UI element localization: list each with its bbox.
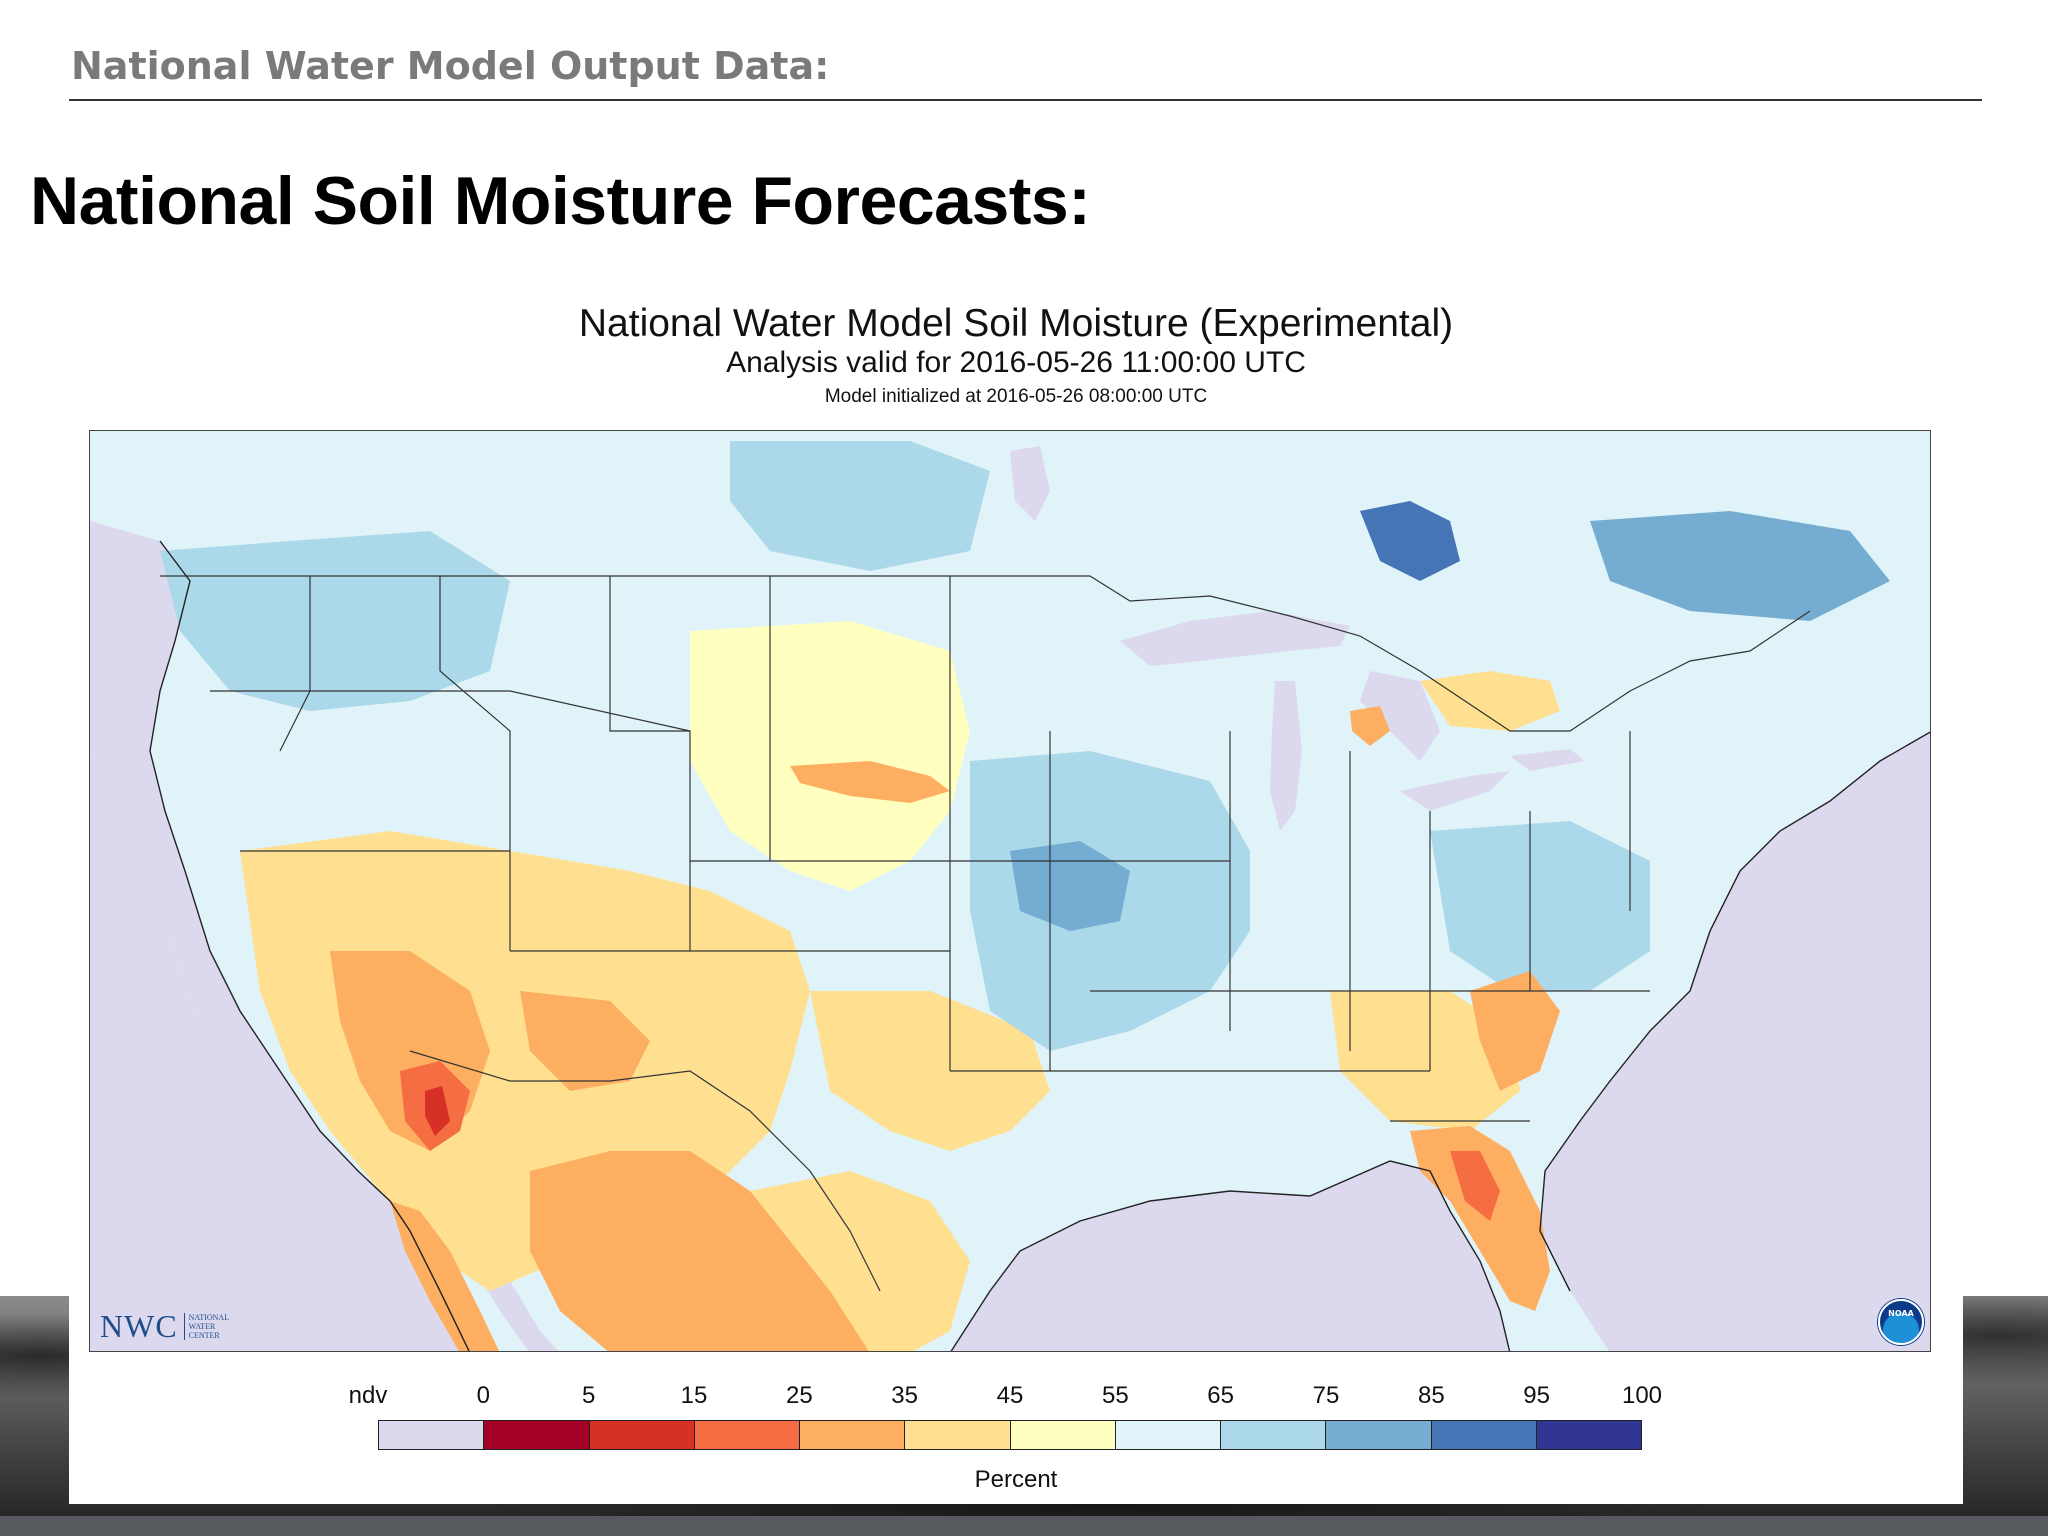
colorbar-tick-label: 95 [1523, 1382, 1551, 1409]
colorbar-swatch-55-65 [1115, 1421, 1221, 1449]
lake-superior [1120, 611, 1350, 666]
coastlines [149, 540, 1930, 1351]
colorbar-swatch-85-95 [1431, 1421, 1537, 1449]
colorbar-ticks: ndv 0 5 15 25 35 45 55 65 75 85 95 100 [69, 1382, 1963, 1412]
michigan-orange [1350, 706, 1390, 746]
florida-red [1450, 1151, 1500, 1221]
colorado-river-red [425, 1086, 450, 1136]
colorbar-swatch-75-85 [1326, 1421, 1432, 1449]
canada-east-wet [1590, 511, 1890, 621]
colorbar-tick-label: 100 [1621, 1382, 1663, 1409]
colorbar-tick-label: 25 [785, 1382, 813, 1409]
canada-wettest-region [1360, 501, 1460, 581]
nwc-logo: NWC NATIONAL WATER CENTER [100, 1308, 229, 1345]
soil-moisture-map: NWC NATIONAL WATER CENTER NOAA [89, 430, 1931, 1352]
east-coast-wet [1430, 821, 1650, 991]
slide-title: National Soil Moisture Forecasts: [30, 163, 1091, 239]
colorbar-unit-label: Percent [974, 1466, 1058, 1493]
colorbar-tick-label: 0 [476, 1382, 491, 1409]
great-lakes-yellow [1420, 671, 1560, 731]
colorbar-swatch-25-35 [800, 1421, 906, 1449]
nwc-logo-subtext: NATIONAL WATER CENTER [183, 1313, 229, 1340]
lake-huron [1360, 671, 1440, 761]
colorbar-tick-label: 15 [680, 1382, 708, 1409]
mexico-yellow [750, 1171, 970, 1351]
colorbar-swatch-ndv [379, 1421, 485, 1449]
colorbar-swatch-5-15 [589, 1421, 695, 1449]
footer-bar [0, 1516, 2048, 1536]
header-divider [69, 99, 1982, 101]
lake-erie [1400, 771, 1510, 811]
lake-ontario [1510, 749, 1585, 771]
colorbar-tick-label: 35 [891, 1382, 919, 1409]
texas-yellow [810, 991, 1050, 1151]
lake-michigan [1270, 681, 1302, 831]
southeast-yellow [1330, 991, 1520, 1131]
colorbar-tick-label: 85 [1417, 1382, 1445, 1409]
southwest-orange-2 [520, 991, 650, 1091]
colorbar-tick-label: 45 [996, 1382, 1024, 1409]
nwc-logo-text: NWC [100, 1308, 178, 1344]
florida-orange [1410, 1126, 1550, 1311]
noaa-logo: NOAA [1878, 1299, 1924, 1345]
nebraska-orange-band [790, 761, 950, 803]
figure-subtitle: Analysis valid for 2016-05-26 11:00:00 U… [726, 346, 1306, 379]
colorbar-tick-label: 55 [1101, 1382, 1129, 1409]
soil-moisture-figure: National Water Model Soil Moisture (Expe… [69, 290, 1963, 1504]
colorbar-tick-label: ndv [348, 1382, 388, 1409]
canada-wet-region [730, 441, 990, 571]
colorbar [378, 1420, 1642, 1450]
section-header: National Water Model Output Data: [71, 44, 830, 88]
colorbar-swatch-95-100 [1536, 1421, 1641, 1449]
gulf-of-mexico [951, 1161, 1510, 1351]
colorbar-swatch-0-5 [484, 1421, 590, 1449]
map-canvas [90, 431, 1930, 1351]
colorbar-tick-label: 65 [1207, 1382, 1235, 1409]
colorbar-swatch-15-25 [694, 1421, 800, 1449]
atlantic-ocean [1540, 732, 1930, 1351]
baja-california [390, 1201, 500, 1351]
colorbar-tick-label: 5 [581, 1382, 596, 1409]
mexico-dry-region [530, 1151, 870, 1351]
colorbar-tick-label: 75 [1312, 1382, 1340, 1409]
plains-yellow [690, 621, 970, 891]
colorbar-swatch-65-75 [1221, 1421, 1327, 1449]
political-borders [160, 575, 1811, 1292]
pacific-coast [90, 521, 470, 1351]
lake-winnipeg [1010, 446, 1050, 521]
colorbar-swatch-45-55 [1010, 1421, 1116, 1449]
colorbar-swatch-35-45 [905, 1421, 1011, 1449]
central-wetter-region [1010, 841, 1130, 931]
pacific-ocean [90, 751, 380, 1351]
figure-init-time: Model initialized at 2016-05-26 08:00:00… [824, 386, 1208, 407]
georgia-orange [1470, 971, 1560, 1091]
us-mexico-border [409, 1050, 881, 1292]
figure-title: National Water Model Soil Moisture (Expe… [578, 302, 1454, 345]
